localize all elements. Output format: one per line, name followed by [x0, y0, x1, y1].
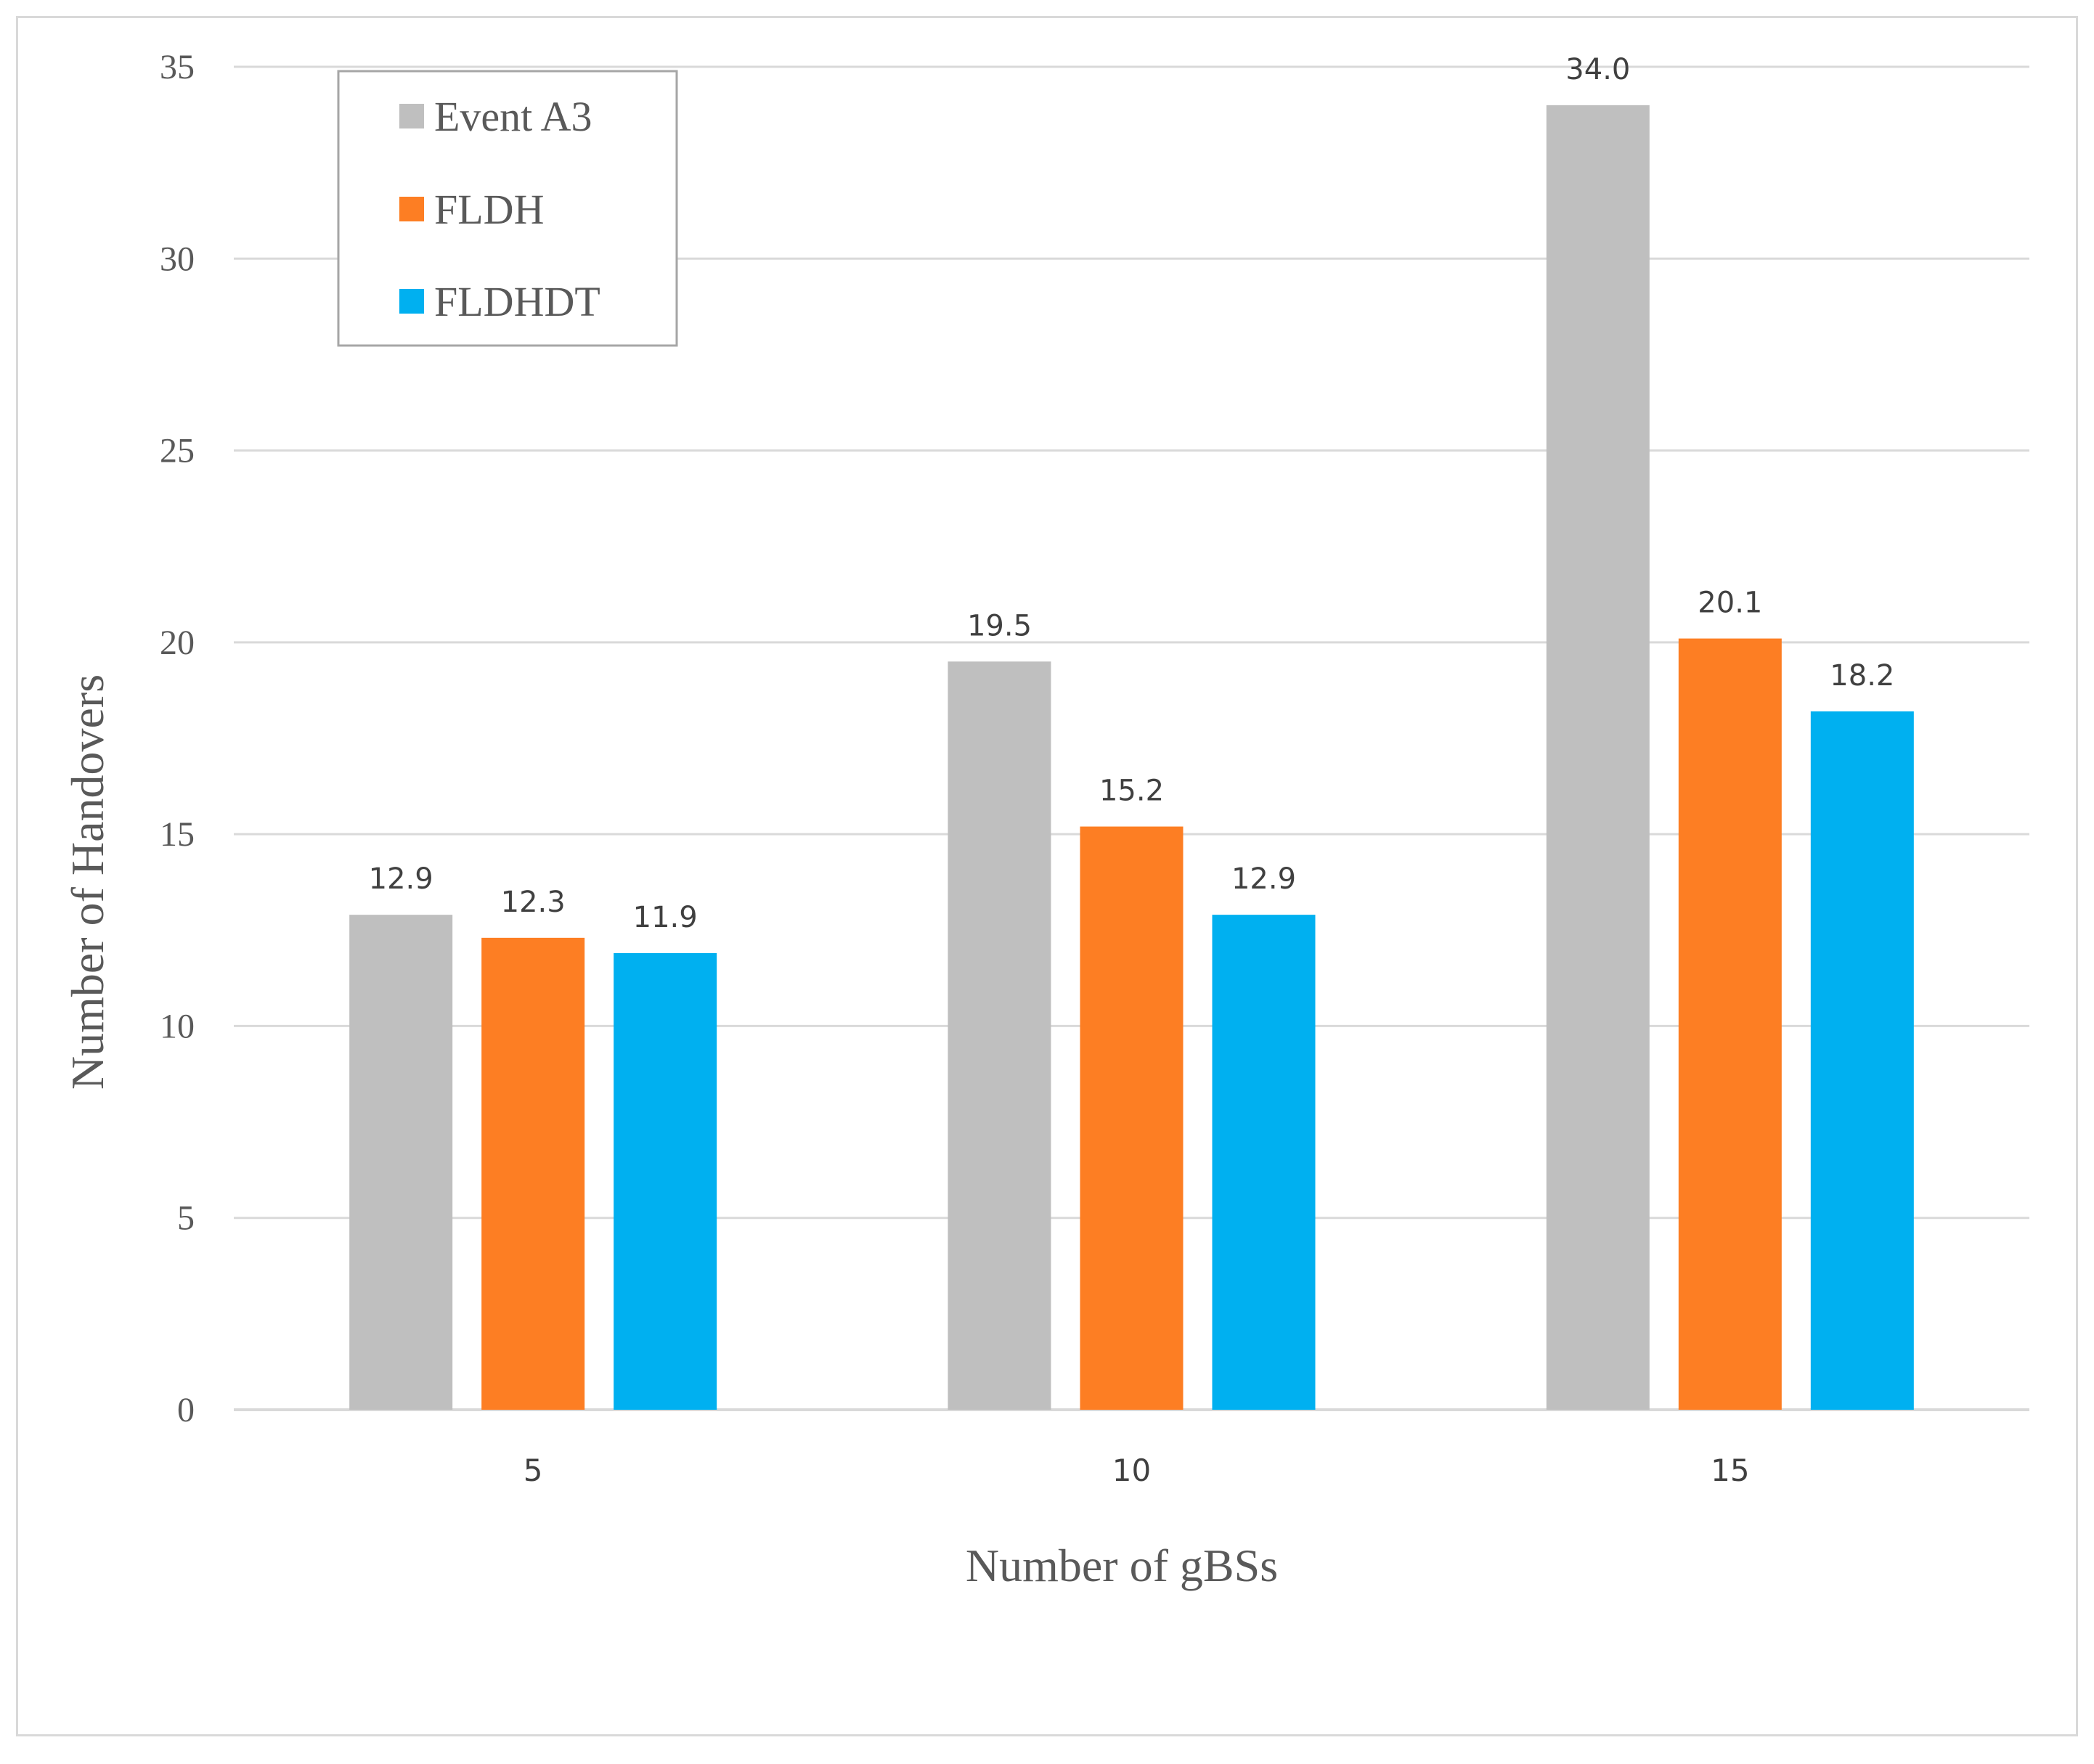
data-label: 12.3: [501, 886, 566, 919]
legend-box: [337, 70, 678, 347]
x-tick-labels: 5 10 15: [524, 1453, 1750, 1488]
y-tick-label: 25: [160, 432, 195, 470]
bar-fldhdt-5: [614, 953, 717, 1410]
data-labels: 12.9 12.3 11.9 19.5 15.2 12.9 34.0 20.1 18.2: [369, 53, 1895, 934]
legend-label: Event A3: [434, 93, 592, 140]
bar-fldh-5: [481, 937, 585, 1410]
data-label: 11.9: [633, 901, 698, 934]
legend-swatch: [399, 289, 424, 314]
y-tick-label: 5: [177, 1199, 195, 1238]
x-tick-label: 15: [1711, 1453, 1749, 1488]
y-tick-labels: 0 5 10 15 20 25 30 35: [160, 48, 195, 1429]
bar-fldh-10: [1080, 826, 1184, 1410]
bar-fldhdt-10: [1212, 915, 1316, 1410]
data-label: 19.5: [967, 609, 1032, 642]
bar-fldhdt-15: [1810, 711, 1914, 1410]
legend-label: FLDHDT: [434, 278, 600, 325]
legend-swatch: [399, 197, 424, 221]
bar-event-a3-10: [948, 661, 1051, 1410]
x-axis-title: Number of gBSs: [966, 1540, 1278, 1591]
y-tick-label: 20: [160, 624, 195, 662]
data-label: 18.2: [1830, 659, 1894, 693]
y-tick-label: 10: [160, 1007, 195, 1045]
data-label: 12.9: [1231, 862, 1296, 896]
y-tick-label: 15: [160, 815, 195, 854]
legend: Event A3 FLDH FLDHDT: [337, 70, 678, 347]
legend-swatch: [399, 104, 424, 128]
y-tick-label: 0: [177, 1391, 195, 1429]
bar-event-a3-15: [1546, 105, 1650, 1410]
data-label: 20.1: [1698, 587, 1762, 620]
y-axis-title: Number of Handovers: [62, 674, 113, 1090]
x-tick-label: 5: [524, 1453, 543, 1488]
data-label: 15.2: [1099, 775, 1164, 808]
bar-event-a3-5: [349, 915, 453, 1410]
y-tick-label: 35: [160, 48, 195, 86]
legend-label: FLDH: [434, 186, 544, 233]
bar-fldh-15: [1678, 638, 1782, 1410]
data-label: 34.0: [1565, 53, 1630, 86]
data-label: 12.9: [369, 862, 433, 896]
bars: [349, 105, 1914, 1410]
x-tick-label: 10: [1112, 1453, 1151, 1488]
y-tick-label: 30: [160, 240, 195, 278]
